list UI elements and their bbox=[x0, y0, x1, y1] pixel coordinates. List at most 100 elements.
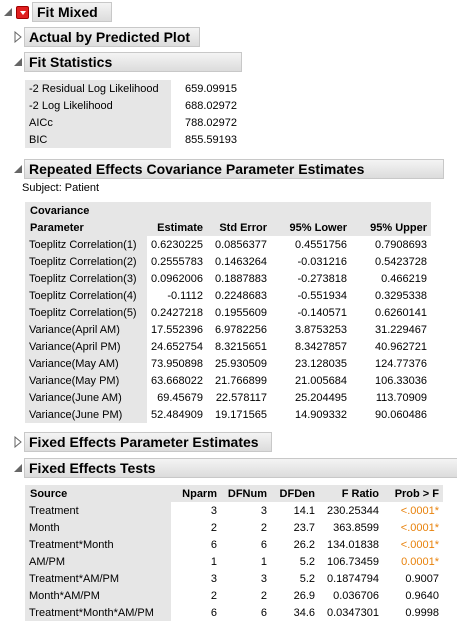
col-header-covariance: Covariance bbox=[25, 202, 147, 219]
param-name: Toeplitz Correlation(5) bbox=[25, 304, 147, 321]
repeated-effects-header[interactable]: Repeated Effects Covariance Parameter Es… bbox=[12, 159, 444, 179]
table-row: -2 Log Likelihood 688.02972 bbox=[25, 97, 241, 114]
dfden-cell: 14.1 bbox=[293, 504, 315, 517]
param-name: Toeplitz Correlation(3) bbox=[25, 270, 147, 287]
prob-f-cell: 0.9640 bbox=[405, 589, 439, 602]
nparm-cell: 3 bbox=[210, 504, 217, 517]
disclosure-open-icon[interactable] bbox=[12, 163, 24, 175]
estimate-cell: 17.552396 bbox=[151, 323, 203, 336]
source-cell: Treatment*Month bbox=[25, 536, 171, 553]
param-name: Variance(April AM) bbox=[25, 321, 147, 338]
disclosure-open-icon[interactable] bbox=[12, 56, 24, 68]
table-row: Toeplitz Correlation(1) 0.6230225 0.0856… bbox=[25, 236, 431, 253]
fixed-effects-tests-table: Source Nparm DFNum DFDen F Ratio Prob > … bbox=[25, 485, 443, 621]
table-row: Variance(April AM) 17.552396 6.9782256 3… bbox=[25, 321, 431, 338]
lower-cell: -0.551934 bbox=[297, 289, 347, 302]
fit-statistics-title: Fit Statistics bbox=[24, 52, 242, 72]
fit-mixed-title: Fit Mixed bbox=[32, 2, 112, 22]
col-header-f-ratio: F Ratio bbox=[319, 485, 383, 502]
disclosure-closed-icon[interactable] bbox=[12, 31, 24, 43]
param-name: Variance(April PM) bbox=[25, 338, 147, 355]
disclosure-closed-icon[interactable] bbox=[12, 436, 24, 448]
fit-statistics-table: -2 Residual Log Likelihood 659.09915 -2 … bbox=[25, 80, 241, 148]
upper-cell: 106.33036 bbox=[375, 374, 427, 387]
upper-cell: 0.7908693 bbox=[375, 238, 427, 251]
dfden-cell: 26.2 bbox=[293, 538, 315, 551]
dfnum-cell: 3 bbox=[260, 504, 267, 517]
estimate-cell: 73.950898 bbox=[151, 357, 203, 370]
std-error-cell: 25.930509 bbox=[215, 357, 267, 370]
source-cell: AM/PM bbox=[25, 553, 171, 570]
prob-f-cell: <.0001* bbox=[400, 538, 439, 551]
table-header-row: Source Nparm DFNum DFDen F Ratio Prob > … bbox=[25, 485, 443, 502]
col-header-parameter: Parameter bbox=[25, 219, 147, 236]
param-name: Variance(May AM) bbox=[25, 355, 147, 372]
upper-cell: 0.3295338 bbox=[375, 289, 427, 302]
col-header-source: Source bbox=[25, 485, 171, 502]
f-ratio-cell: 106.73459 bbox=[327, 555, 379, 568]
stat-label: AICc bbox=[25, 114, 171, 131]
dfnum-cell: 1 bbox=[260, 555, 267, 568]
nparm-cell: 2 bbox=[210, 521, 217, 534]
dfden-cell: 23.7 bbox=[293, 521, 315, 534]
param-name: Variance(May PM) bbox=[25, 372, 147, 389]
dfnum-cell: 3 bbox=[260, 572, 267, 585]
upper-cell: 0.5423728 bbox=[375, 255, 427, 268]
std-error-cell: 19.171565 bbox=[215, 408, 267, 421]
table-row: Treatment*Month 6 6 26.2 134.01838 <.000… bbox=[25, 536, 443, 553]
param-name: Toeplitz Correlation(2) bbox=[25, 253, 147, 270]
estimate-cell: 0.0962006 bbox=[151, 272, 203, 285]
table-header-row: Covariance bbox=[25, 202, 431, 219]
prob-f-cell: <.0001* bbox=[400, 521, 439, 534]
upper-cell: 113.70909 bbox=[375, 391, 427, 404]
lower-cell: 0.4551756 bbox=[295, 238, 347, 251]
lower-cell: 14.909332 bbox=[295, 408, 347, 421]
lower-cell: 8.3427857 bbox=[295, 340, 347, 353]
estimate-cell: 52.484909 bbox=[151, 408, 203, 421]
std-error-cell: 0.0856377 bbox=[215, 238, 267, 251]
prob-f-cell: 0.9007 bbox=[405, 572, 439, 585]
stat-value: 688.02972 bbox=[185, 99, 237, 112]
source-cell: Treatment*AM/PM bbox=[25, 570, 171, 587]
f-ratio-cell: 363.8599 bbox=[333, 521, 379, 534]
stat-label: -2 Log Likelihood bbox=[25, 97, 171, 114]
table-row: BIC 855.59193 bbox=[25, 131, 241, 148]
stat-value: 659.09915 bbox=[185, 82, 237, 95]
nparm-cell: 6 bbox=[210, 606, 217, 619]
prob-f-cell: <.0001* bbox=[400, 504, 439, 517]
lower-cell: 21.005684 bbox=[295, 374, 347, 387]
upper-cell: 0.466219 bbox=[381, 272, 427, 285]
fixed-effects-tests-header[interactable]: Fixed Effects Tests bbox=[12, 458, 457, 478]
disclosure-open-icon[interactable] bbox=[12, 462, 24, 474]
std-error-cell: 0.2248683 bbox=[215, 289, 267, 302]
source-cell: Month bbox=[25, 519, 171, 536]
source-cell: Treatment bbox=[25, 502, 171, 519]
col-header-dfden: DFDen bbox=[271, 485, 319, 502]
stat-label: BIC bbox=[25, 131, 171, 148]
col-header-95-upper: 95% Upper bbox=[351, 219, 431, 236]
col-header-estimate: Estimate bbox=[147, 219, 207, 236]
f-ratio-cell: 0.1874794 bbox=[327, 572, 379, 585]
lower-cell: -0.273818 bbox=[297, 272, 347, 285]
fixed-effects-params-header[interactable]: Fixed Effects Parameter Estimates bbox=[12, 432, 272, 452]
table-row: -2 Residual Log Likelihood 659.09915 bbox=[25, 80, 241, 97]
nparm-cell: 2 bbox=[210, 589, 217, 602]
fit-statistics-header[interactable]: Fit Statistics bbox=[12, 52, 242, 72]
red-triangle-menu-icon[interactable] bbox=[16, 5, 29, 19]
table-row: Toeplitz Correlation(5) 0.2427218 0.1955… bbox=[25, 304, 431, 321]
fit-mixed-header: Fit Mixed bbox=[2, 2, 112, 22]
std-error-cell: 0.1887883 bbox=[215, 272, 267, 285]
repeated-effects-table: Covariance Parameter Estimate Std Error … bbox=[25, 202, 431, 423]
f-ratio-cell: 0.036706 bbox=[333, 589, 379, 602]
param-name: Toeplitz Correlation(1) bbox=[25, 236, 147, 253]
table-row: Variance(June PM) 52.484909 19.171565 14… bbox=[25, 406, 431, 423]
dfden-cell: 5.2 bbox=[299, 555, 315, 568]
estimate-cell: 69.45679 bbox=[157, 391, 203, 404]
actual-by-predicted-header[interactable]: Actual by Predicted Plot bbox=[12, 27, 200, 47]
table-header-row: Parameter Estimate Std Error 95% Lower 9… bbox=[25, 219, 431, 236]
std-error-cell: 0.1463264 bbox=[215, 255, 267, 268]
subject-label: Subject: Patient bbox=[22, 182, 100, 194]
dfnum-cell: 6 bbox=[260, 606, 267, 619]
col-header-std-error: Std Error bbox=[207, 219, 271, 236]
disclosure-open-icon[interactable] bbox=[2, 6, 14, 18]
